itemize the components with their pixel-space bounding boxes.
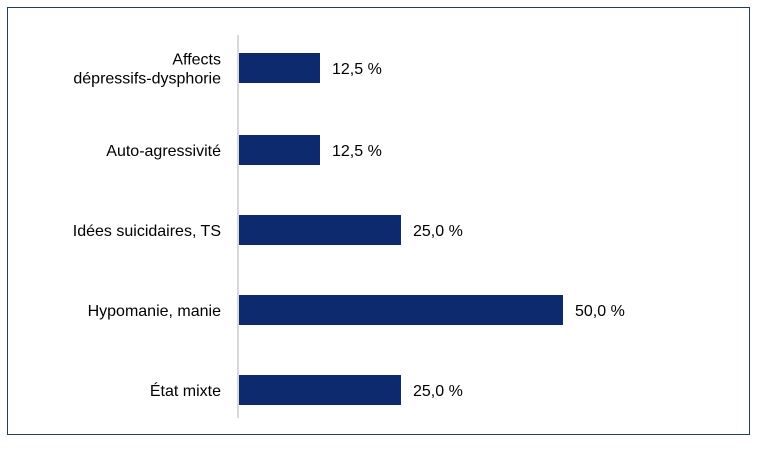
- bar: [239, 375, 401, 405]
- bar-group: [239, 53, 563, 405]
- category-label: Auto-agressivité: [106, 143, 221, 160]
- bar: [239, 215, 401, 245]
- value-label: 25,0 %: [413, 223, 463, 240]
- bar: [239, 135, 320, 165]
- category-label: Idées suicidaires, TS: [73, 223, 221, 240]
- value-label: 50,0 %: [575, 303, 625, 320]
- value-label: 12,5 %: [332, 143, 382, 160]
- category-label: dépressifs-dysphorie: [73, 71, 221, 88]
- category-labels: Affects dépressifs-dysphorie Auto-agressiv…: [73, 52, 221, 401]
- bar: [239, 295, 563, 325]
- value-label: 25,0 %: [413, 383, 463, 400]
- category-label: État mixte: [150, 381, 221, 400]
- bar: [239, 53, 320, 83]
- category-label: Affects: [172, 52, 221, 69]
- value-label: 12,5 %: [332, 61, 382, 78]
- chart-border: [7, 7, 750, 435]
- value-labels: 12,5 % 12,5 % 25,0 % 50,0 % 25,0 %: [332, 61, 625, 400]
- category-label: Hypomanie, manie: [88, 303, 222, 320]
